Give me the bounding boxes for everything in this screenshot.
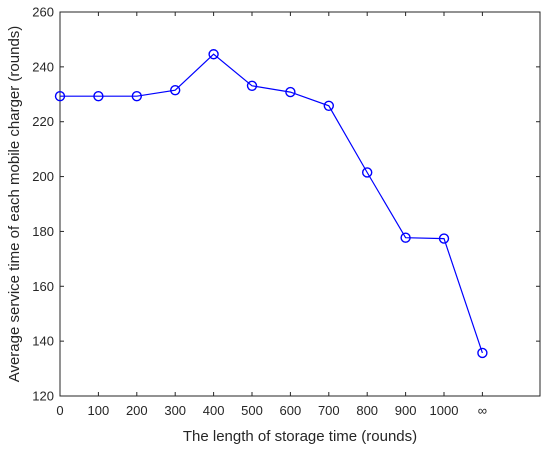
- data-point-marker: [246, 80, 258, 91]
- x-tick-label: 600: [280, 403, 302, 418]
- x-tick-label: 800: [356, 403, 378, 418]
- x-tick-label: 700: [318, 403, 340, 418]
- data-point-marker: [362, 167, 373, 178]
- data-point-marker: [54, 91, 66, 102]
- data-point-marker: [208, 49, 219, 60]
- y-tick-label: 260: [32, 5, 54, 20]
- y-tick-label: 200: [32, 169, 54, 184]
- x-tick-label: ∞: [478, 403, 487, 418]
- x-tick-label: 900: [395, 403, 417, 418]
- data-point-marker: [477, 347, 488, 359]
- y-tick-label: 220: [32, 114, 54, 129]
- y-axis: 120 140 160 180 200 220 240 260: [32, 5, 540, 404]
- data-point-marker: [438, 233, 450, 244]
- y-tick-label: 180: [32, 224, 54, 239]
- data-point-marker: [131, 91, 143, 102]
- plot-area: [59, 11, 541, 397]
- x-tick-label: 0: [56, 403, 63, 418]
- x-axis-title: The length of storage time (rounds): [183, 428, 417, 445]
- data-point-marker: [323, 100, 334, 112]
- x-tick-label: 400: [203, 403, 225, 418]
- data-point-marker: [93, 91, 104, 102]
- series-markers: [54, 49, 488, 359]
- y-axis-title: Average service time of each mobile char…: [6, 26, 23, 383]
- x-tick-label: 300: [164, 403, 186, 418]
- x-tick-label: 200: [126, 403, 148, 418]
- data-point-marker: [400, 232, 411, 243]
- data-point-marker: [285, 86, 296, 98]
- x-tick-label: 1000: [430, 403, 459, 418]
- y-tick-label: 140: [32, 334, 54, 349]
- x-tick-label: 100: [88, 403, 110, 418]
- y-tick-label: 240: [32, 59, 54, 74]
- series-line: [60, 53, 483, 354]
- y-tick-label: 120: [32, 389, 54, 404]
- y-tick-label: 160: [32, 279, 54, 294]
- data-point-marker: [169, 84, 181, 96]
- x-tick-label: 500: [241, 403, 263, 418]
- x-axis: 0 100 200 300 400 500 600 700 800 900 1000 ∞: [56, 12, 487, 418]
